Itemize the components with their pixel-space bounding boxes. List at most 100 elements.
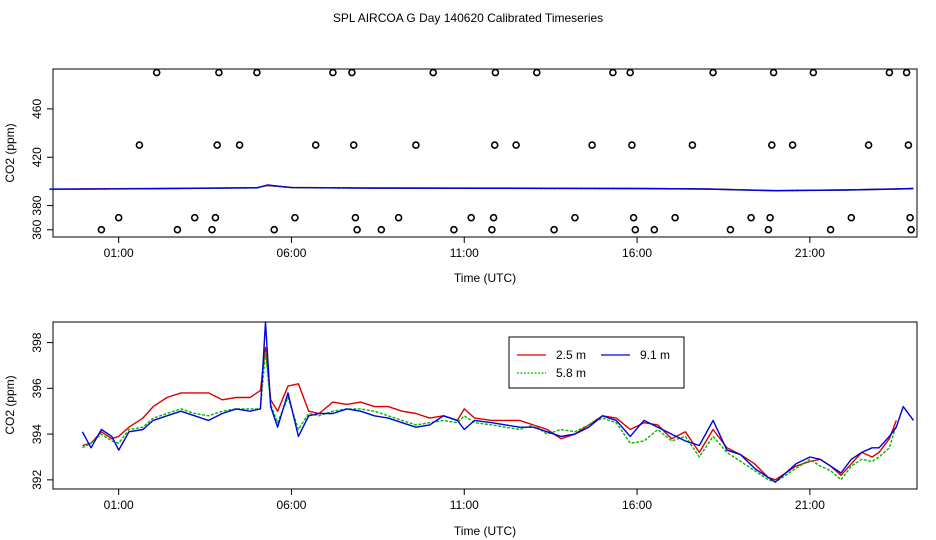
data-point-marker bbox=[97, 225, 106, 234]
top-x-tick-label: 21:00 bbox=[795, 246, 825, 260]
legend-label-2-5m: 2.5 m bbox=[556, 348, 586, 362]
data-point-marker bbox=[588, 141, 596, 149]
data-point-marker bbox=[291, 213, 299, 222]
bottom-x-tick-label: 21:00 bbox=[795, 498, 825, 512]
bottom-y-tick-label: 396 bbox=[30, 378, 44, 398]
data-point-marker bbox=[764, 225, 773, 234]
data-point-marker bbox=[429, 68, 438, 77]
bottom-y-tick-label: 398 bbox=[30, 332, 44, 352]
data-point-marker bbox=[628, 141, 636, 149]
top-x-tick-label: 01:00 bbox=[104, 246, 134, 260]
data-point-marker bbox=[629, 213, 638, 222]
legend-box bbox=[508, 336, 685, 389]
data-point-marker bbox=[609, 68, 617, 77]
data-point-marker bbox=[885, 68, 894, 77]
data-point-marker bbox=[490, 141, 499, 149]
data-point-marker bbox=[211, 213, 220, 222]
top-y-tick-label: 420 bbox=[30, 147, 44, 167]
top-y-tick-label: 460 bbox=[30, 99, 44, 119]
data-point-marker bbox=[904, 141, 913, 149]
data-point-marker bbox=[348, 68, 356, 77]
top-x-tick-label: 06:00 bbox=[276, 246, 306, 260]
bottom-x-tick-label: 01:00 bbox=[104, 498, 134, 512]
data-point-marker bbox=[394, 213, 403, 222]
top-y-tick-label: 380 bbox=[30, 195, 44, 215]
bottom-y-tick-label: 394 bbox=[30, 424, 44, 444]
data-point-marker bbox=[747, 213, 755, 222]
bottom-series-line-blue bbox=[81, 321, 915, 483]
top-y-axis-label: CO2 (ppm) bbox=[3, 123, 17, 182]
data-point-marker bbox=[488, 225, 496, 234]
data-point-marker bbox=[650, 225, 659, 234]
data-point-marker bbox=[235, 141, 244, 149]
top-x-axis-label: Time (UTC) bbox=[454, 271, 516, 285]
data-point-marker bbox=[847, 213, 856, 222]
top-x-tick-label: 16:00 bbox=[622, 246, 652, 260]
legend-label-9-1m: 9.1 m bbox=[640, 348, 670, 362]
bottom-x-tick-label: 06:00 bbox=[276, 498, 306, 512]
data-point-marker bbox=[152, 68, 161, 77]
data-point-marker bbox=[709, 68, 717, 77]
bottom-x-tick-label: 11:00 bbox=[450, 498, 479, 512]
data-point-marker bbox=[215, 68, 223, 77]
data-point-marker bbox=[688, 141, 697, 149]
data-point-marker bbox=[767, 141, 776, 149]
bottom-axis-ticks: 01:00 06:00 11:00 16:00 21:00 392 394 396 398 bbox=[30, 332, 825, 512]
data-point-marker bbox=[213, 141, 221, 149]
data-point-marker bbox=[907, 225, 915, 234]
data-point-marker bbox=[311, 141, 320, 149]
data-point-marker bbox=[826, 225, 835, 234]
data-point-marker bbox=[329, 68, 337, 77]
bottom-y-axis-label: CO2 (ppm) bbox=[3, 375, 17, 434]
data-point-marker bbox=[467, 213, 476, 222]
data-point-marker bbox=[351, 213, 360, 222]
data-point-marker bbox=[489, 213, 498, 222]
data-point-marker bbox=[902, 68, 911, 77]
data-point-marker bbox=[135, 141, 144, 149]
data-point-marker bbox=[173, 225, 182, 234]
data-point-marker bbox=[353, 225, 361, 234]
data-point-marker bbox=[671, 213, 679, 222]
top-x-tick-label: 11:00 bbox=[450, 246, 479, 260]
bottom-series-lines bbox=[81, 321, 915, 483]
bottom-series-line-red bbox=[82, 346, 897, 481]
data-point-marker bbox=[253, 68, 261, 77]
top-series-lines bbox=[49, 184, 914, 192]
data-point-marker bbox=[906, 213, 914, 222]
data-point-marker bbox=[532, 68, 541, 77]
data-point-marker bbox=[114, 213, 123, 222]
data-point-marker bbox=[512, 141, 520, 149]
chart-title: SPL AIRCOA G Day 140620 Calibrated Times… bbox=[333, 11, 603, 25]
data-point-marker bbox=[809, 68, 818, 77]
data-point-marker bbox=[550, 225, 558, 234]
data-point-marker bbox=[769, 68, 778, 77]
top-y-tick-label: 360 bbox=[30, 219, 44, 239]
data-point-marker bbox=[190, 213, 199, 222]
bottom-x-tick-label: 16:00 bbox=[622, 498, 652, 512]
bottom-panel: 01:00 06:00 11:00 16:00 21:00 392 394 396 398 Ti… bbox=[3, 321, 918, 538]
data-point-marker bbox=[571, 213, 579, 222]
top-series-line-blue bbox=[49, 184, 914, 192]
data-point-marker bbox=[766, 213, 774, 222]
data-point-marker bbox=[631, 225, 640, 234]
data-point-marker bbox=[788, 141, 797, 149]
data-point-marker bbox=[377, 225, 386, 234]
legend-label-5-8m: 5.8 m bbox=[556, 366, 586, 380]
top-panel: 01:00 06:00 11:00 16:00 21:00 380 420 460 360 Ti… bbox=[3, 68, 918, 285]
data-point-marker bbox=[726, 225, 735, 234]
bottom-series-line-green bbox=[82, 351, 897, 483]
top-axis-ticks: 01:00 06:00 11:00 16:00 21:00 380 420 460 360 bbox=[30, 99, 825, 260]
data-point-marker bbox=[208, 225, 216, 234]
data-point-marker bbox=[864, 141, 873, 149]
top-plot-box bbox=[52, 68, 918, 238]
data-point-marker bbox=[270, 225, 279, 234]
bottom-y-tick-label: 392 bbox=[30, 470, 44, 490]
data-point-marker bbox=[450, 225, 458, 234]
data-point-marker bbox=[349, 141, 358, 149]
data-point-marker bbox=[491, 68, 500, 77]
top-markers bbox=[97, 68, 915, 234]
data-point-marker bbox=[626, 68, 635, 77]
bottom-x-axis-label: Time (UTC) bbox=[454, 524, 516, 538]
bottom-plot-box bbox=[52, 321, 918, 490]
